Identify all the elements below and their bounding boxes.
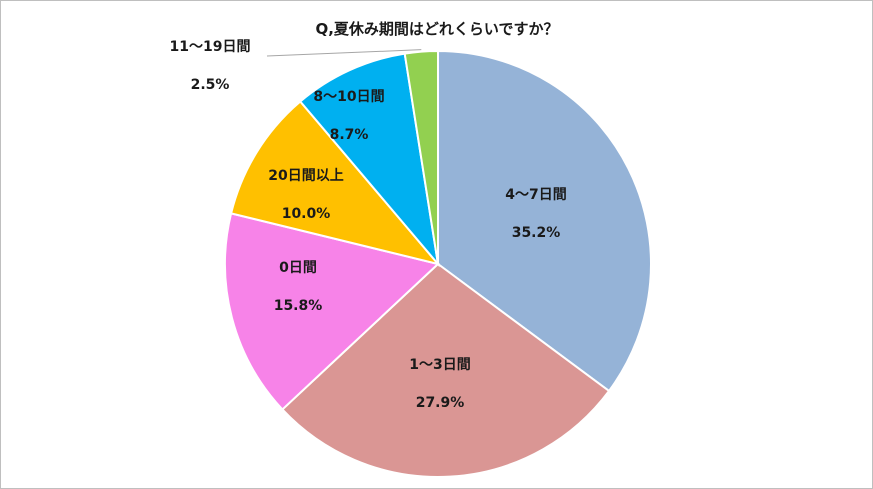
pie-slice-4	[229, 100, 441, 266]
slice-category-label-2: 1〜3日間	[409, 357, 470, 373]
slice-percent-label-4: 10.0%	[282, 206, 331, 222]
slice-percent-label-2: 27.9%	[416, 395, 465, 411]
slice-percent-label-3: 15.8%	[274, 298, 323, 314]
slice-percent-label-1: 35.2%	[512, 225, 561, 241]
leader-line-11-19	[266, 49, 422, 57]
chart-title: Q,夏休み期間はどれくらいですか？	[315, 20, 558, 38]
slice-category-label-5: 8〜10日間	[313, 89, 384, 105]
pie-slice-6	[403, 49, 439, 265]
slice-percent-label-6: 2.5%	[191, 77, 230, 93]
slice-category-label-1: 4〜7日間	[505, 187, 566, 203]
pie-slice-3	[224, 212, 441, 411]
data-labels: 4〜7日間 35.2% 1〜3日間 27.9% 0日間 15.8% 20日間以上 10.0% 8…	[170, 39, 567, 411]
slice-category-label-6: 11〜19日間	[170, 39, 251, 55]
pie-slice-5	[298, 52, 440, 268]
slice-category-label-3: 0日間	[279, 260, 317, 276]
pie-slice-2	[280, 262, 611, 478]
slice-percent-label-5: 8.7%	[330, 127, 369, 143]
pie-slice-1	[437, 49, 652, 393]
pie-slices	[224, 49, 652, 478]
slice-category-label-4: 20日間以上	[268, 168, 343, 184]
